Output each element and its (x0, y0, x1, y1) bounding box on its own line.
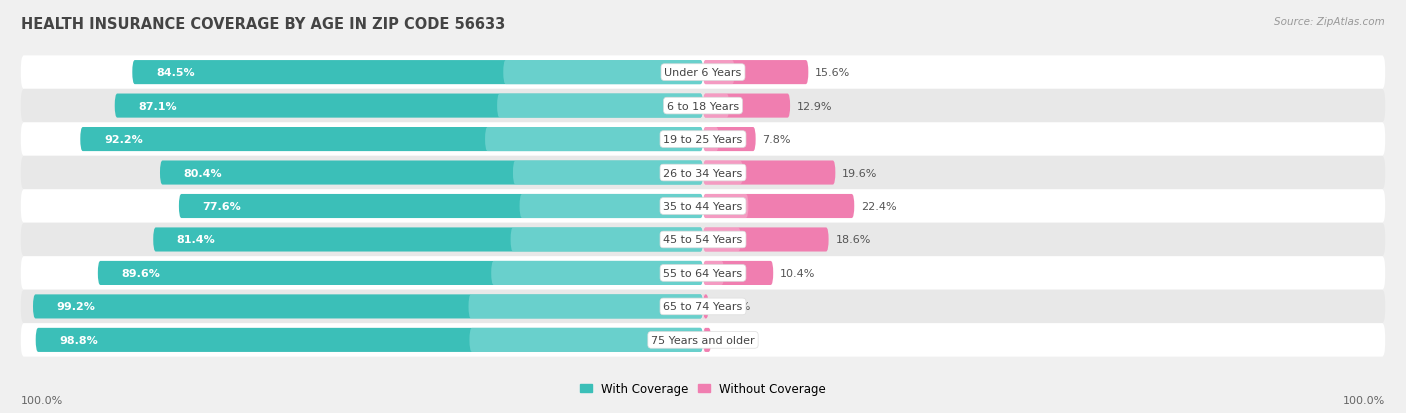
FancyBboxPatch shape (21, 190, 1385, 223)
FancyBboxPatch shape (21, 123, 1385, 157)
FancyBboxPatch shape (21, 323, 1385, 357)
Text: 6 to 18 Years: 6 to 18 Years (666, 101, 740, 112)
FancyBboxPatch shape (703, 261, 724, 285)
FancyBboxPatch shape (80, 128, 703, 152)
Text: 12.9%: 12.9% (797, 101, 832, 112)
FancyBboxPatch shape (468, 294, 703, 319)
Legend: With Coverage, Without Coverage: With Coverage, Without Coverage (579, 382, 827, 395)
FancyBboxPatch shape (703, 128, 755, 152)
Text: 84.5%: 84.5% (156, 68, 194, 78)
FancyBboxPatch shape (35, 328, 703, 352)
FancyBboxPatch shape (703, 94, 790, 119)
Text: 0.83%: 0.83% (716, 301, 751, 312)
Text: 100.0%: 100.0% (21, 395, 63, 405)
Text: HEALTH INSURANCE COVERAGE BY AGE IN ZIP CODE 56633: HEALTH INSURANCE COVERAGE BY AGE IN ZIP … (21, 17, 505, 31)
FancyBboxPatch shape (503, 61, 703, 85)
Text: 7.8%: 7.8% (762, 135, 792, 145)
Text: 18.6%: 18.6% (835, 235, 870, 245)
FancyBboxPatch shape (21, 223, 1385, 256)
Text: 99.2%: 99.2% (56, 301, 96, 312)
FancyBboxPatch shape (498, 94, 703, 119)
FancyBboxPatch shape (702, 294, 706, 319)
FancyBboxPatch shape (703, 161, 742, 185)
FancyBboxPatch shape (703, 294, 709, 319)
FancyBboxPatch shape (703, 195, 855, 218)
FancyBboxPatch shape (132, 61, 703, 85)
FancyBboxPatch shape (21, 56, 1385, 90)
Text: Under 6 Years: Under 6 Years (665, 68, 741, 78)
Text: 19.6%: 19.6% (842, 168, 877, 178)
Text: 100.0%: 100.0% (1343, 395, 1385, 405)
FancyBboxPatch shape (485, 128, 703, 152)
Text: 26 to 34 Years: 26 to 34 Years (664, 168, 742, 178)
FancyBboxPatch shape (98, 261, 703, 285)
Text: 45 to 54 Years: 45 to 54 Years (664, 235, 742, 245)
Text: 15.6%: 15.6% (815, 68, 851, 78)
FancyBboxPatch shape (703, 128, 718, 152)
FancyBboxPatch shape (520, 195, 703, 218)
FancyBboxPatch shape (703, 61, 808, 85)
FancyBboxPatch shape (153, 228, 703, 252)
FancyBboxPatch shape (470, 328, 703, 352)
Text: 19 to 25 Years: 19 to 25 Years (664, 135, 742, 145)
FancyBboxPatch shape (21, 256, 1385, 290)
Text: Source: ZipAtlas.com: Source: ZipAtlas.com (1274, 17, 1385, 26)
FancyBboxPatch shape (491, 261, 703, 285)
FancyBboxPatch shape (703, 94, 730, 119)
Text: 80.4%: 80.4% (184, 168, 222, 178)
Text: 1.2%: 1.2% (718, 335, 747, 345)
Text: 89.6%: 89.6% (121, 268, 160, 278)
Text: 92.2%: 92.2% (104, 135, 142, 145)
FancyBboxPatch shape (21, 290, 1385, 323)
FancyBboxPatch shape (115, 94, 703, 119)
Text: 10.4%: 10.4% (780, 268, 815, 278)
Text: 22.4%: 22.4% (860, 202, 897, 211)
FancyBboxPatch shape (703, 261, 773, 285)
FancyBboxPatch shape (160, 161, 703, 185)
Text: 65 to 74 Years: 65 to 74 Years (664, 301, 742, 312)
FancyBboxPatch shape (21, 157, 1385, 190)
Text: 81.4%: 81.4% (177, 235, 215, 245)
Text: 87.1%: 87.1% (138, 101, 177, 112)
FancyBboxPatch shape (703, 328, 706, 352)
FancyBboxPatch shape (703, 61, 734, 85)
Text: 75 Years and older: 75 Years and older (651, 335, 755, 345)
FancyBboxPatch shape (703, 328, 711, 352)
FancyBboxPatch shape (32, 294, 703, 319)
FancyBboxPatch shape (703, 228, 828, 252)
FancyBboxPatch shape (510, 228, 703, 252)
Text: 98.8%: 98.8% (59, 335, 98, 345)
Text: 55 to 64 Years: 55 to 64 Years (664, 268, 742, 278)
FancyBboxPatch shape (179, 195, 703, 218)
Text: 35 to 44 Years: 35 to 44 Years (664, 202, 742, 211)
Text: 77.6%: 77.6% (202, 202, 242, 211)
FancyBboxPatch shape (703, 228, 741, 252)
FancyBboxPatch shape (21, 90, 1385, 123)
FancyBboxPatch shape (703, 161, 835, 185)
FancyBboxPatch shape (513, 161, 703, 185)
FancyBboxPatch shape (703, 195, 748, 218)
